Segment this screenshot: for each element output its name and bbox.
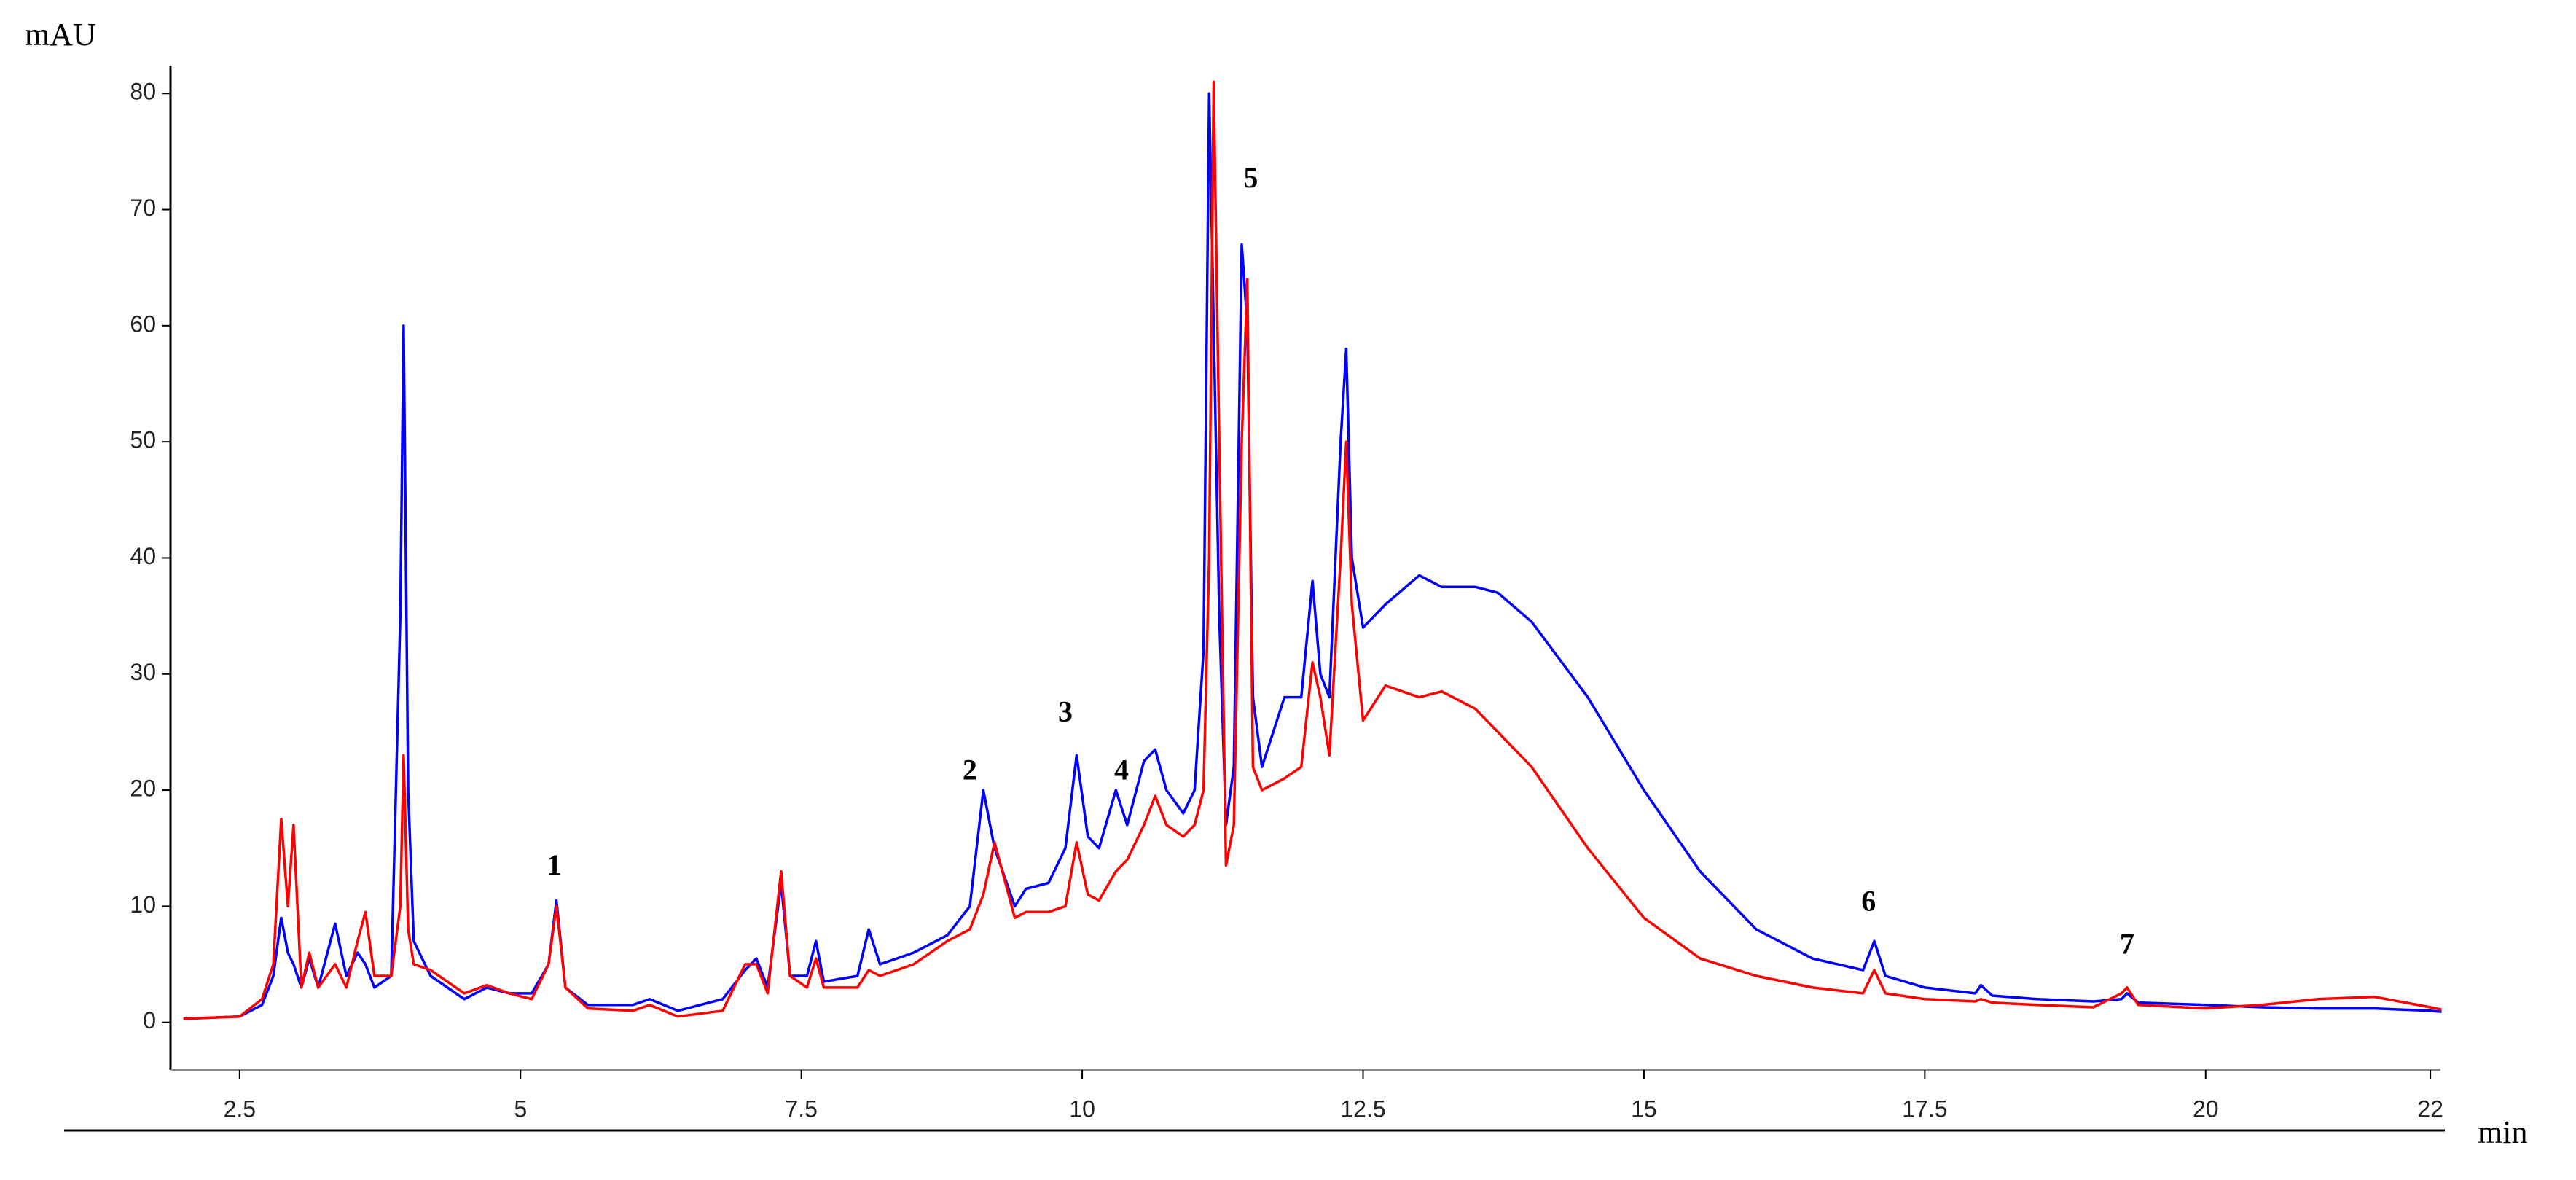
- y-tick-label: 80: [130, 79, 156, 105]
- x-axis-label: min: [2478, 1114, 2527, 1150]
- y-tick-label: 30: [130, 659, 156, 685]
- peak-label: 2: [963, 753, 977, 786]
- y-tick-label: 20: [130, 775, 156, 802]
- y-tick-label: 50: [130, 427, 156, 453]
- x-tick-label: 10: [1069, 1095, 1095, 1122]
- x-tick-label: 12.5: [1340, 1095, 1385, 1122]
- x-tick-label: 22: [2417, 1095, 2443, 1122]
- series-line: [183, 92, 2442, 1020]
- series-line: [183, 80, 2442, 1020]
- y-tick-label: 0: [143, 1007, 156, 1034]
- peak-label: 5: [1243, 161, 1258, 194]
- peak-label: 4: [1114, 753, 1129, 786]
- y-tick-label: 40: [130, 543, 156, 569]
- y-tick-label: 70: [130, 195, 156, 221]
- peak-label: 1: [547, 848, 561, 881]
- x-tick-label: 7.5: [785, 1095, 817, 1122]
- x-tick-label: 2.5: [224, 1095, 256, 1122]
- peak-label: 3: [1058, 695, 1073, 728]
- x-tick-label: 20: [2193, 1095, 2219, 1122]
- peak-label: 7: [2120, 927, 2134, 960]
- peak-label: 6: [1861, 884, 1876, 917]
- x-tick-label: 17.5: [1902, 1095, 1947, 1122]
- y-tick-label: 10: [130, 891, 156, 918]
- x-tick-label: 15: [1631, 1095, 1657, 1122]
- x-tick-label: 5: [514, 1095, 527, 1122]
- y-tick-label: 60: [130, 310, 156, 337]
- y-axis-label: mAU: [25, 17, 96, 52]
